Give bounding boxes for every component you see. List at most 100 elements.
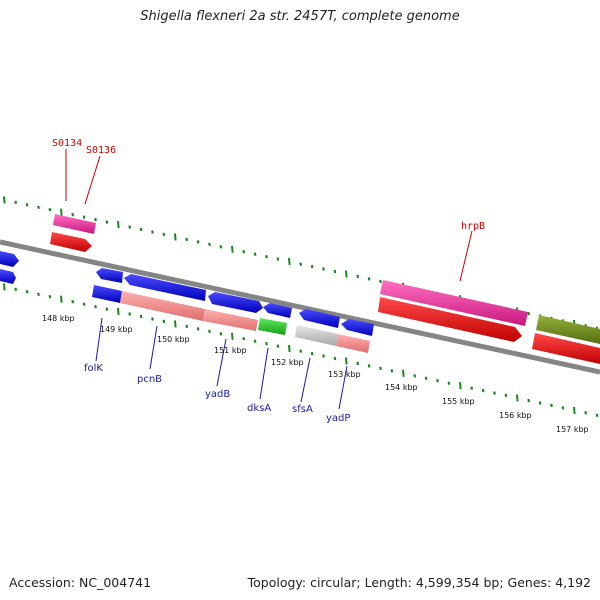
cds-feature-sfsa[interactable] [295, 325, 338, 346]
gene-label-dksa[interactable]: dksA [247, 403, 271, 414]
cds-feature-dksa[interactable] [258, 318, 287, 335]
scale-tick [37, 205, 40, 210]
cds-feature[interactable] [341, 319, 374, 336]
cds-feature[interactable] [124, 274, 206, 301]
scale-tick [162, 232, 166, 237]
cds-feature-hrpb[interactable] [380, 280, 528, 326]
scale-tick [219, 245, 223, 249]
scale-tick [94, 217, 97, 222]
scale-tick [48, 207, 52, 212]
cds-feature[interactable] [0, 251, 19, 267]
scale-tick [413, 374, 417, 378]
scale-tick [208, 242, 211, 247]
scale-tick [504, 393, 508, 398]
scale-tick [310, 351, 314, 356]
scale-tick [105, 307, 109, 311]
scale-tick [253, 252, 257, 256]
cds-feature[interactable] [208, 292, 263, 313]
cds-feature-s0134[interactable] [53, 214, 96, 234]
scale-label: 155 kbp [442, 397, 475, 406]
scale-tick [162, 319, 166, 324]
scale-tick [219, 332, 223, 336]
scale-tick [71, 299, 75, 304]
scale-tick [48, 294, 52, 299]
cds-feature[interactable] [263, 303, 292, 318]
gene-label-s0136[interactable]: S0136 [86, 145, 116, 156]
scale-tick [37, 292, 40, 297]
inner-tick-ring [3, 283, 599, 418]
scale-tick [573, 406, 576, 414]
scale-tick [493, 391, 496, 395]
cds-feature-yadp[interactable] [336, 334, 370, 353]
scale-label: 151 kbp [214, 346, 247, 355]
scale-tick [276, 344, 280, 348]
scale-tick [25, 290, 29, 294]
scale-tick [151, 317, 154, 321]
scale-tick [117, 308, 120, 316]
scale-tick [584, 411, 588, 415]
scale-label: 153 kbp [328, 370, 361, 379]
accession-label: Accession: NC_004741 [9, 575, 152, 590]
cds-feature[interactable] [96, 268, 123, 283]
scale-tick [253, 339, 257, 343]
scale-tick [71, 212, 75, 217]
gene-label-yadb[interactable]: yadB [205, 389, 230, 400]
scale-tick [527, 311, 531, 316]
scale-tick [128, 225, 132, 229]
scale-tick [561, 406, 565, 410]
cds-feature[interactable] [536, 315, 600, 344]
gene-label-folk[interactable]: folK [84, 363, 103, 374]
feature-track [0, 214, 600, 364]
scale-tick [82, 215, 86, 219]
scale-tick [185, 324, 189, 329]
scale-tick [356, 274, 360, 279]
cds-feature[interactable] [299, 309, 340, 328]
cds-feature-yadb[interactable] [203, 309, 258, 331]
scale-tick [3, 196, 6, 204]
scale-tick [527, 398, 531, 403]
scale-tick [333, 356, 337, 361]
scale-tick [322, 267, 325, 271]
scale-tick [60, 295, 63, 303]
scale-label: 156 kbp [499, 411, 532, 420]
scale-tick [242, 249, 246, 254]
scale-tick [379, 279, 382, 284]
scale-tick [231, 245, 234, 253]
scale-tick [231, 332, 234, 340]
genome-summary: Topology: circular; Length: 4,599,354 bp… [247, 575, 591, 590]
scale-tick [322, 354, 325, 358]
cds-feature-s0136[interactable] [50, 232, 92, 252]
gene-label-yadp[interactable]: yadP [326, 413, 350, 424]
bottom-label-leaders [95, 317, 348, 410]
scale-tick [242, 336, 246, 341]
scale-tick [25, 203, 29, 207]
scale-tick [94, 304, 97, 309]
scale-tick [185, 237, 189, 242]
cds-feature[interactable] [532, 333, 600, 364]
scale-tick [288, 345, 291, 353]
scale-label: 154 kbp [385, 383, 418, 392]
gene-label-pcnb[interactable]: pcnB [137, 374, 162, 385]
scale-tick [299, 262, 303, 266]
scale-tick [265, 254, 268, 259]
cds-feature-pcnb[interactable] [120, 291, 205, 321]
scale-tick [105, 220, 109, 224]
scale-label: 148 kbp [42, 314, 75, 323]
scale-tick [379, 366, 382, 371]
gene-label-hrpb[interactable]: hrpB [461, 221, 485, 232]
scale-tick [333, 269, 337, 274]
scale-tick [345, 357, 348, 365]
scale-tick [470, 386, 474, 390]
scale-tick [60, 208, 63, 216]
cds-feature[interactable] [378, 297, 522, 342]
gene-label-s0134[interactable]: S0134 [52, 138, 82, 149]
scale-tick [208, 329, 211, 334]
scale-labels: 148 kbp 149 kbp 150 kbp 151 kbp 152 kbp … [42, 314, 589, 434]
cds-feature[interactable] [0, 269, 16, 284]
cds-feature-folk[interactable] [92, 285, 122, 303]
scale-tick [424, 376, 428, 381]
scale-tick [595, 413, 599, 418]
gene-label-sfsa[interactable]: sfsA [292, 404, 313, 415]
scale-tick [14, 287, 18, 292]
